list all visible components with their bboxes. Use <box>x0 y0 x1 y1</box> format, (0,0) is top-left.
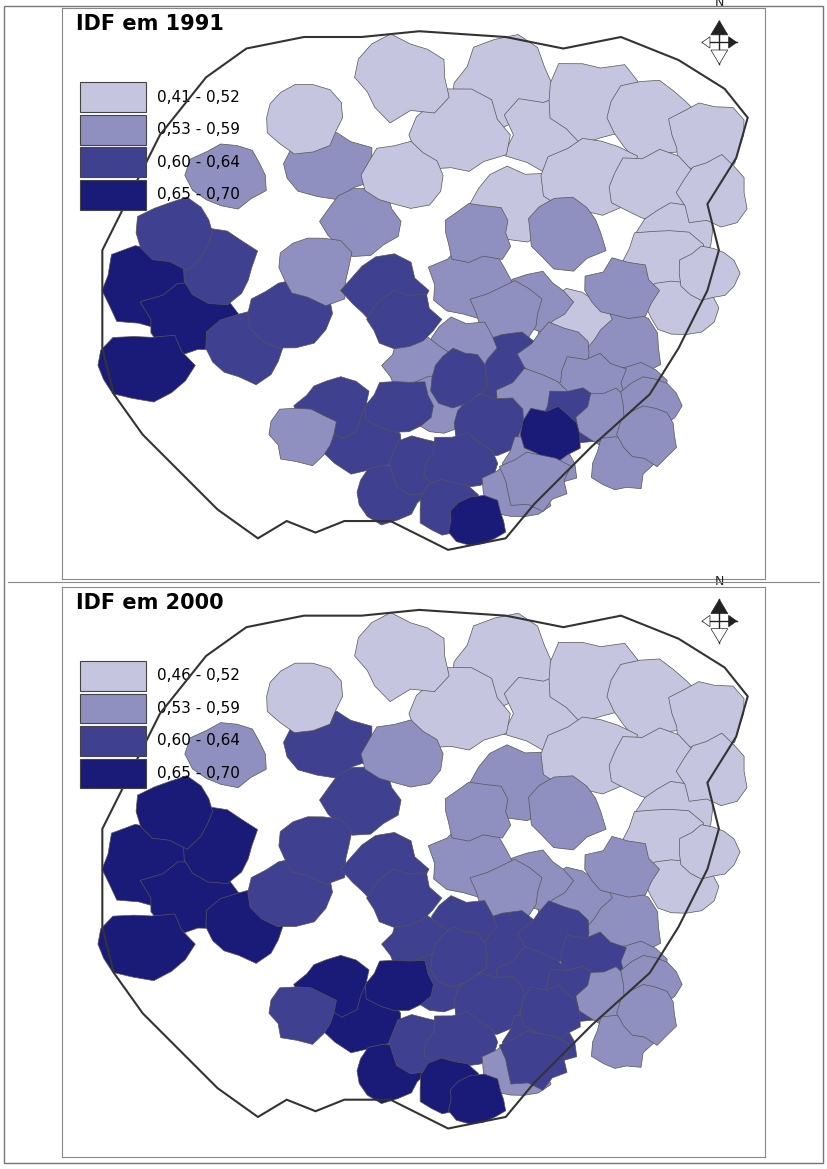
Bar <box>79 693 146 724</box>
Bar <box>79 147 146 177</box>
Bar <box>79 660 146 691</box>
Bar <box>79 82 146 112</box>
Text: N: N <box>715 575 724 588</box>
Bar <box>79 180 146 209</box>
Text: IDF em 1991: IDF em 1991 <box>76 14 224 34</box>
Text: IDF em 2000: IDF em 2000 <box>76 593 223 613</box>
Polygon shape <box>729 36 737 48</box>
Text: 0,41 - 0,52: 0,41 - 0,52 <box>157 90 240 105</box>
Polygon shape <box>702 36 710 48</box>
Polygon shape <box>711 21 728 35</box>
Text: 0,65 - 0,70: 0,65 - 0,70 <box>157 766 240 781</box>
Polygon shape <box>711 50 728 64</box>
Bar <box>79 759 146 788</box>
Polygon shape <box>729 615 737 627</box>
Polygon shape <box>711 600 728 614</box>
Bar <box>79 726 146 755</box>
Text: 0,53 - 0,59: 0,53 - 0,59 <box>157 123 240 137</box>
Text: 0,46 - 0,52: 0,46 - 0,52 <box>157 669 240 684</box>
Text: 0,53 - 0,59: 0,53 - 0,59 <box>157 701 240 715</box>
Bar <box>79 115 146 145</box>
Text: 0,60 - 0,64: 0,60 - 0,64 <box>157 733 240 748</box>
Polygon shape <box>711 629 728 643</box>
Polygon shape <box>702 615 710 627</box>
Text: 0,60 - 0,64: 0,60 - 0,64 <box>157 154 240 170</box>
Text: 0,65 - 0,70: 0,65 - 0,70 <box>157 187 240 202</box>
Text: N: N <box>715 0 724 9</box>
